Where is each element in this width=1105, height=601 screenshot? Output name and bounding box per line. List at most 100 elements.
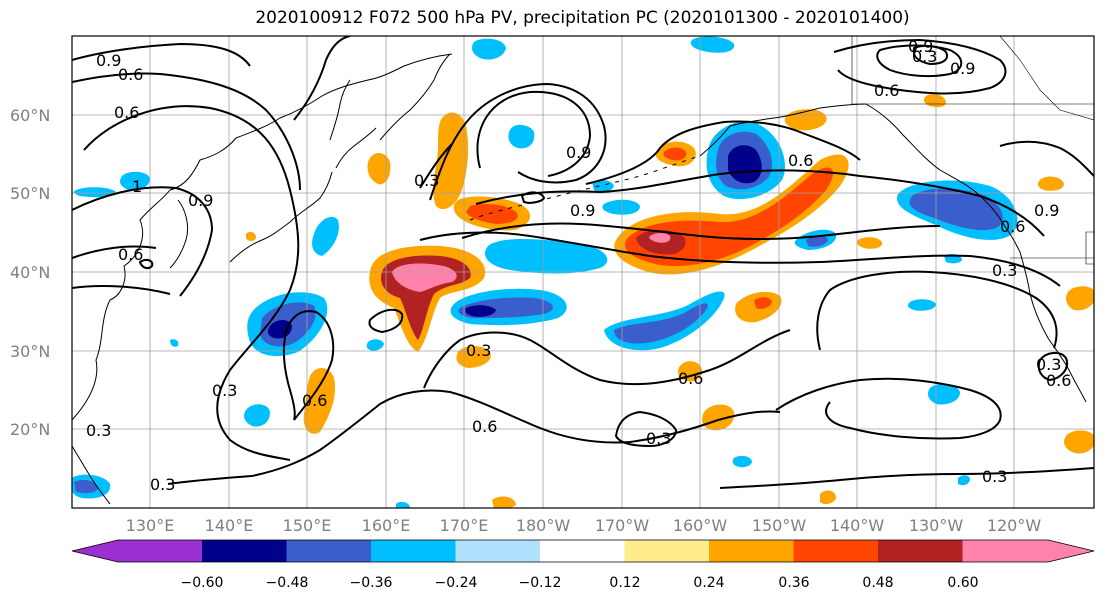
- lon-label: 170°E: [440, 516, 489, 535]
- colorbar-segment: [455, 540, 541, 562]
- negative-anomaly-mid-2-core: [614, 303, 708, 344]
- latitude-labels: 60°N 50°N 40°N 30°N 20°N: [10, 106, 50, 439]
- positive-anomaly-north-core: [466, 204, 518, 224]
- pv-contours: [72, 36, 1094, 489]
- contour-label: 0.3: [86, 421, 111, 440]
- positive-anomaly-small-2-core: [663, 147, 687, 161]
- negative-anomaly-small-8: [73, 187, 116, 198]
- contour-label: 0.3: [646, 429, 671, 448]
- negative-anomaly-small-15: [170, 339, 179, 347]
- contour-label: 0.3: [466, 341, 491, 360]
- colorbar-segment: [709, 540, 794, 562]
- colorbar-segment: [793, 540, 879, 562]
- colorbar: [71, 539, 1095, 563]
- contour-label: 0.9: [1034, 201, 1059, 220]
- colorbar-tick-label: −0.36: [350, 575, 393, 591]
- lon-label: 150°E: [283, 516, 332, 535]
- lon-label: 180°W: [516, 516, 571, 535]
- positive-anomaly-kamchatka: [433, 112, 469, 210]
- positive-anomaly-small-7: [677, 361, 702, 382]
- positive-anomaly-small-6: [456, 346, 491, 368]
- contour-label: 0.6: [678, 369, 703, 388]
- positive-anomaly-small-15: [820, 490, 836, 505]
- colorbar-tick-label: 0.24: [693, 575, 724, 591]
- contour-label: 0.3: [212, 381, 237, 400]
- contour-label: 0.9: [950, 59, 975, 78]
- colorbar-segment: [962, 540, 1094, 562]
- contour-label: 0.6: [114, 103, 139, 122]
- negative-anomaly-small-11: [732, 455, 752, 468]
- colorbar-segment: [878, 540, 963, 562]
- negative-anomaly-small-2: [592, 179, 614, 193]
- contour-label: 0.6: [1046, 371, 1071, 390]
- positive-anomaly-band-max: [649, 233, 671, 243]
- contour-label: 0.3: [992, 261, 1017, 280]
- positive-anomaly-small-13: [1064, 430, 1094, 454]
- lon-label: 140°W: [830, 516, 885, 535]
- contour-label: 0.6: [472, 417, 497, 436]
- contour-label: 1: [132, 177, 142, 196]
- contour-label: 0.9: [570, 201, 595, 220]
- lon-label: 160°E: [362, 516, 411, 535]
- negative-anomaly-north-2: [508, 124, 535, 149]
- lat-label: 50°N: [10, 184, 50, 203]
- positive-anomaly-small-4-core: [754, 297, 772, 309]
- contour-label: 0.6: [302, 391, 327, 410]
- colorbar-segment: [371, 540, 456, 562]
- contour-label: 0.9: [188, 191, 213, 210]
- lat-label: 40°N: [10, 263, 50, 282]
- negative-anomaly-small-10: [366, 339, 384, 351]
- contour-label: 0.6: [1000, 217, 1025, 236]
- coastlines: [72, 53, 1087, 505]
- contour-label: 0.9: [908, 37, 933, 56]
- colorbar-segment: [286, 540, 372, 562]
- colorbar-outline: [71, 539, 1095, 563]
- positive-anomaly-small-12: [1066, 286, 1094, 311]
- negative-anomaly-small-14: [396, 501, 410, 508]
- lon-label: 120°W: [987, 516, 1042, 535]
- lon-label: 140°E: [205, 516, 254, 535]
- colorbar-tick-labels: −0.60 −0.48 −0.36 −0.24 −0.12 0.12 0.24 …: [181, 575, 979, 591]
- positive-anomaly-small-1: [367, 153, 391, 185]
- colorbar-tick-label: −0.12: [519, 575, 562, 591]
- negative-anomaly-japan-sea: [312, 216, 339, 256]
- negative-anomaly-small-6: [907, 299, 936, 311]
- contour-label: 0.6: [874, 81, 899, 100]
- negative-anomaly-north-3: [690, 36, 735, 53]
- colorbar-tick-label: −0.24: [435, 575, 478, 591]
- lat-label: 30°N: [10, 342, 50, 361]
- colorbar-tick-label: −0.48: [266, 575, 309, 591]
- contour-label: 0.6: [118, 65, 143, 84]
- graticule: [72, 36, 1094, 508]
- contour-labels: 0.9 0.6 0.6 0.9 0.6 1 0.3 0.9 0.3 0.6 0.…: [86, 37, 1071, 494]
- colorbar-segment: [540, 540, 625, 562]
- lon-label: 130°E: [126, 516, 175, 535]
- contour-label: 0.6: [788, 151, 813, 170]
- colorbar-segment: [624, 540, 710, 562]
- contour-label: 0.9: [566, 143, 591, 162]
- colorbar-tick-label: 0.48: [862, 575, 893, 591]
- lat-label: 60°N: [10, 106, 50, 125]
- lat-label: 20°N: [10, 420, 50, 439]
- contour-label: 0.9: [96, 51, 121, 70]
- negative-anomaly-small-12: [958, 475, 970, 486]
- contour-label: 0.6: [118, 245, 143, 264]
- map-panel: 0.9 0.6 0.6 0.9 0.6 1 0.3 0.9 0.3 0.6 0.…: [71, 35, 1095, 509]
- positive-anomaly-small-8: [702, 404, 735, 431]
- contour-label: 0.3: [414, 171, 439, 190]
- contour-label: 0.3: [982, 467, 1007, 486]
- contour-label: 0.3: [1036, 355, 1061, 374]
- colorbar-tick-label: 0.36: [778, 575, 809, 591]
- longitude-labels: 130°E 140°E 150°E 160°E 170°E 180°W 170°…: [126, 516, 1042, 535]
- colorbar-tick-label: −0.60: [181, 575, 224, 591]
- positive-anomaly-small-14: [492, 496, 516, 508]
- positive-anomaly-peak: [392, 263, 457, 292]
- negative-anomaly-alaska-gulf-core: [728, 145, 762, 184]
- lon-label: 130°W: [909, 516, 964, 535]
- positive-anomaly-small-11: [1037, 176, 1064, 191]
- positive-anomaly-small-16: [246, 231, 256, 241]
- contour-label: 0.3: [150, 475, 175, 494]
- negative-anomaly-small-1: [602, 199, 640, 215]
- negative-anomaly-north-1: [472, 38, 506, 60]
